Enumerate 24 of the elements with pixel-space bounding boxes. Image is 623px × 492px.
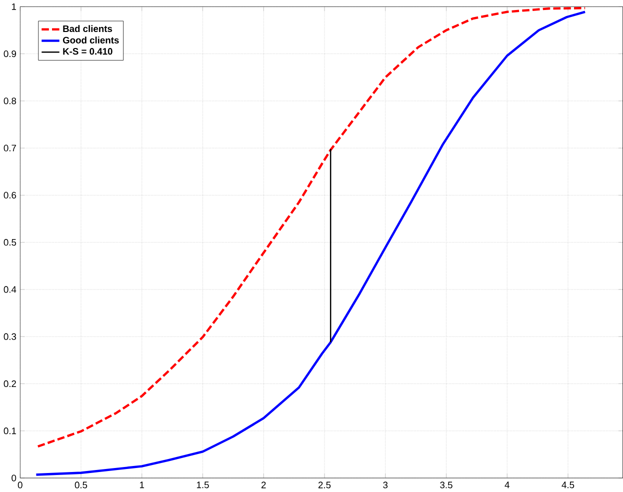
x-tick-label: 3.5 bbox=[440, 482, 452, 488]
x-tick-label: 0 bbox=[18, 482, 22, 488]
x-tick-label: 0.5 bbox=[74, 482, 88, 488]
y-tick-label: 0.7 bbox=[4, 144, 16, 152]
y-tick-label: 0.4 bbox=[4, 286, 16, 293]
y-tick-label: 0.9 bbox=[4, 50, 16, 58]
x-tick-label: 4 bbox=[504, 482, 510, 488]
x-tick-label: 1 bbox=[140, 482, 144, 488]
legend-label: K-S = 0.410 bbox=[63, 48, 112, 55]
y-tick-label: 0 bbox=[12, 474, 16, 482]
x-tick-label: 4.5 bbox=[562, 482, 574, 488]
x-tick-label: 2 bbox=[262, 482, 266, 488]
x-tick-label: 2.5 bbox=[318, 482, 331, 488]
legend-label: Good clients bbox=[62, 36, 119, 44]
y-tick-label: 0.2 bbox=[4, 380, 16, 388]
y-tick-label: 0.1 bbox=[4, 428, 16, 434]
y-tick-label: 0.8 bbox=[4, 98, 16, 104]
legend-label: Bad clients bbox=[63, 25, 112, 32]
y-tick-label: 0.3 bbox=[4, 333, 16, 340]
x-tick-label: 3 bbox=[383, 482, 388, 488]
x-tick-label: 1.5 bbox=[196, 482, 209, 488]
y-tick-label: 0.6 bbox=[4, 192, 16, 199]
y-tick-label: 0.5 bbox=[4, 239, 16, 246]
y-tick-label: 1 bbox=[12, 4, 16, 10]
